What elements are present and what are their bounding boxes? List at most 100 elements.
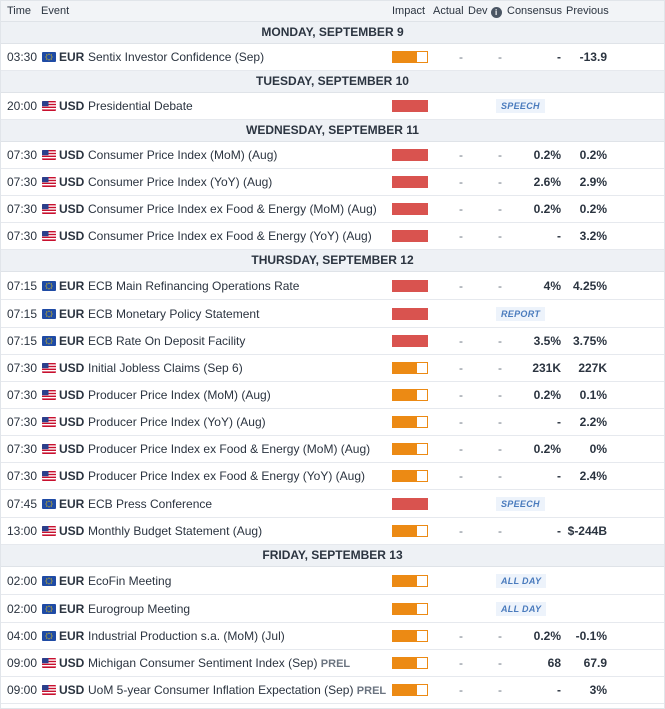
event-name[interactable]: ECB Main Refinancing Operations Rate (88, 279, 299, 293)
impact-medium-bar (392, 362, 428, 374)
table-row[interactable]: 07:30 USD Consumer Price Index (MoM) (Aug)… (1, 142, 664, 169)
day-header: MONDAY, SEPTEMBER 9 (1, 22, 664, 44)
event-time: 07:30 (7, 442, 38, 456)
impact-medium-bar (392, 602, 428, 615)
table-row[interactable]: 07:30 USD Producer Price Index (MoM) (Aug)… (1, 382, 664, 409)
table-row[interactable]: 02:00 EUR Eurogroup Meeting ALL DAY (1, 595, 664, 623)
dev-value: - (498, 334, 502, 348)
col-dev[interactable]: Dev i (468, 5, 502, 18)
table-row[interactable]: 04:00 EUR Industrial Production s.a. (MoM)… (1, 623, 664, 650)
dev-value: - (498, 415, 502, 429)
currency-code: EUR (59, 306, 85, 321)
col-actual[interactable]: Actual (433, 5, 464, 17)
previous-value: 4.25% (572, 278, 607, 293)
event-name[interactable]: Consumer Price Index ex Food & Energy (Y… (88, 229, 372, 243)
consensus-value: 3.5% (533, 334, 561, 348)
table-row[interactable]: 07:30 USD Producer Price Index ex Food & E… (1, 436, 664, 463)
table-row[interactable]: 13:00 USD Monthly Budget Statement (Aug) - -… (1, 518, 664, 545)
col-event[interactable]: Event (41, 5, 70, 17)
previous-value: 2.2% (579, 415, 607, 429)
table-row[interactable]: 07:30 USD Consumer Price Index ex Food & E… (1, 196, 664, 223)
event-name[interactable]: UoM 5-year Consumer Inflation Expectatio… (88, 683, 386, 697)
impact-medium-bar (392, 470, 428, 482)
previous-value: 0.1% (579, 388, 607, 402)
table-row[interactable]: 07:30 USD Consumer Price Index (YoY) (Aug)… (1, 169, 664, 196)
event-name[interactable]: Initial Jobless Claims (Sep 6) (88, 361, 243, 375)
col-impact[interactable]: Impact (392, 5, 426, 17)
event-name[interactable]: Consumer Price Index (YoY) (Aug) (88, 175, 272, 189)
table-row[interactable]: 07:30 USD Producer Price Index ex Food & E… (1, 463, 664, 490)
event-name[interactable]: EcoFin Meeting (88, 574, 171, 588)
event-time: 07:15 (7, 334, 38, 348)
dev-value: - (498, 278, 502, 293)
impact-high-bar (392, 176, 428, 188)
event-name[interactable]: Producer Price Index (MoM) (Aug) (88, 388, 271, 402)
dev-value: - (498, 202, 502, 216)
event-name[interactable]: Sentix Investor Confidence (Sep) (88, 50, 264, 64)
event-list: MONDAY, SEPTEMBER 9 03:30 EUR Sentix Invest… (1, 22, 664, 704)
us-flag-icon (42, 150, 56, 160)
event-name[interactable]: Michigan Consumer Sentiment Index (Sep) … (88, 656, 350, 670)
table-row[interactable]: 07:15 EUR ECB Rate On Deposit Facility - - 3.… (1, 328, 664, 355)
event-title: Eurogroup Meeting (88, 601, 191, 616)
previous-value: 67.9 (583, 656, 607, 670)
currency-code: USD (59, 388, 85, 402)
impact-high-bar (392, 149, 428, 161)
previous-value: 2.9% (579, 175, 607, 189)
actual-value: - (459, 442, 463, 456)
currency-code: USD (59, 683, 85, 697)
event-title: UoM 5-year Consumer Inflation Expectatio… (88, 683, 354, 697)
table-row[interactable]: 07:15 EUR ECB Monetary Policy Statement REP… (1, 300, 664, 328)
table-row[interactable]: 07:30 USD Producer Price Index (YoY) (Aug)… (1, 409, 664, 436)
table-row[interactable]: 20:00 USD Presidential Debate SPEECH (1, 93, 664, 120)
day-header: TUESDAY, SEPTEMBER 10 (1, 71, 664, 93)
event-badge: ALL DAY (496, 573, 547, 588)
col-time[interactable]: Time (7, 5, 32, 17)
event-title: Producer Price Index ex Food & Energy (M… (88, 442, 371, 456)
event-name[interactable]: Producer Price Index ex Food & Energy (M… (88, 442, 370, 456)
col-previous[interactable]: Previous (566, 5, 609, 17)
impact-high-bar (392, 100, 428, 112)
table-row[interactable]: 07:15 EUR ECB Main Refinancing Operations … (1, 272, 664, 300)
event-name[interactable]: Consumer Price Index ex Food & Energy (M… (88, 202, 377, 216)
table-row[interactable]: 09:00 USD Michigan Consumer Sentiment Inde… (1, 650, 664, 677)
event-name[interactable]: Presidential Debate (88, 99, 193, 113)
table-row[interactable]: 07:30 USD Initial Jobless Claims (Sep 6) - -… (1, 355, 664, 382)
actual-value: - (459, 175, 463, 189)
event-name[interactable]: Eurogroup Meeting (88, 602, 190, 616)
table-row[interactable]: 07:30 USD Consumer Price Index ex Food & E… (1, 223, 664, 250)
currency-code: USD (59, 415, 85, 429)
event-name[interactable]: Consumer Price Index (MoM) (Aug) (88, 148, 277, 162)
event-name[interactable]: ECB Press Conference (88, 497, 212, 511)
actual-value: - (459, 229, 463, 243)
previous-value: -13.9 (579, 50, 607, 64)
col-dev-label: Dev (468, 5, 488, 17)
col-consensus[interactable]: Consensus (507, 5, 563, 17)
event-time: 07:30 (7, 202, 38, 216)
event-name[interactable]: Producer Price Index ex Food & Energy (Y… (88, 469, 365, 483)
event-title: Industrial Production s.a. (MoM) (Jul) (88, 629, 285, 643)
event-name[interactable]: ECB Rate On Deposit Facility (88, 334, 245, 348)
table-row[interactable]: 09:00 USD UoM 5-year Consumer Inflation Ex… (1, 677, 664, 704)
event-name[interactable]: Industrial Production s.a. (MoM) (Jul) (88, 629, 285, 643)
us-flag-icon (42, 231, 56, 241)
table-row[interactable]: 03:30 EUR Sentix Investor Confidence (Sep)… (1, 44, 664, 71)
event-name[interactable]: ECB Monetary Policy Statement (88, 307, 259, 321)
dev-value: - (498, 50, 502, 64)
actual-value: - (459, 415, 463, 429)
previous-value: 2.4% (579, 469, 607, 483)
actual-value: - (459, 50, 463, 64)
event-time: 09:00 (7, 656, 38, 670)
impact-high-bar (392, 203, 428, 215)
event-name[interactable]: Monthly Budget Statement (Aug) (88, 524, 262, 538)
event-name[interactable]: Producer Price Index (YoY) (Aug) (88, 415, 266, 429)
currency-code: EUR (59, 573, 85, 588)
table-row[interactable]: 02:00 EUR EcoFin Meeting ALL DAY (1, 567, 664, 595)
previous-value: 0% (589, 442, 607, 456)
currency-code: USD (59, 656, 85, 670)
event-title: Sentix Investor Confidence (Sep) (88, 50, 265, 64)
info-icon[interactable]: i (490, 7, 502, 18)
actual-value: - (459, 334, 463, 348)
table-row[interactable]: 07:45 EUR ECB Press Conference SPEECH (1, 490, 664, 518)
